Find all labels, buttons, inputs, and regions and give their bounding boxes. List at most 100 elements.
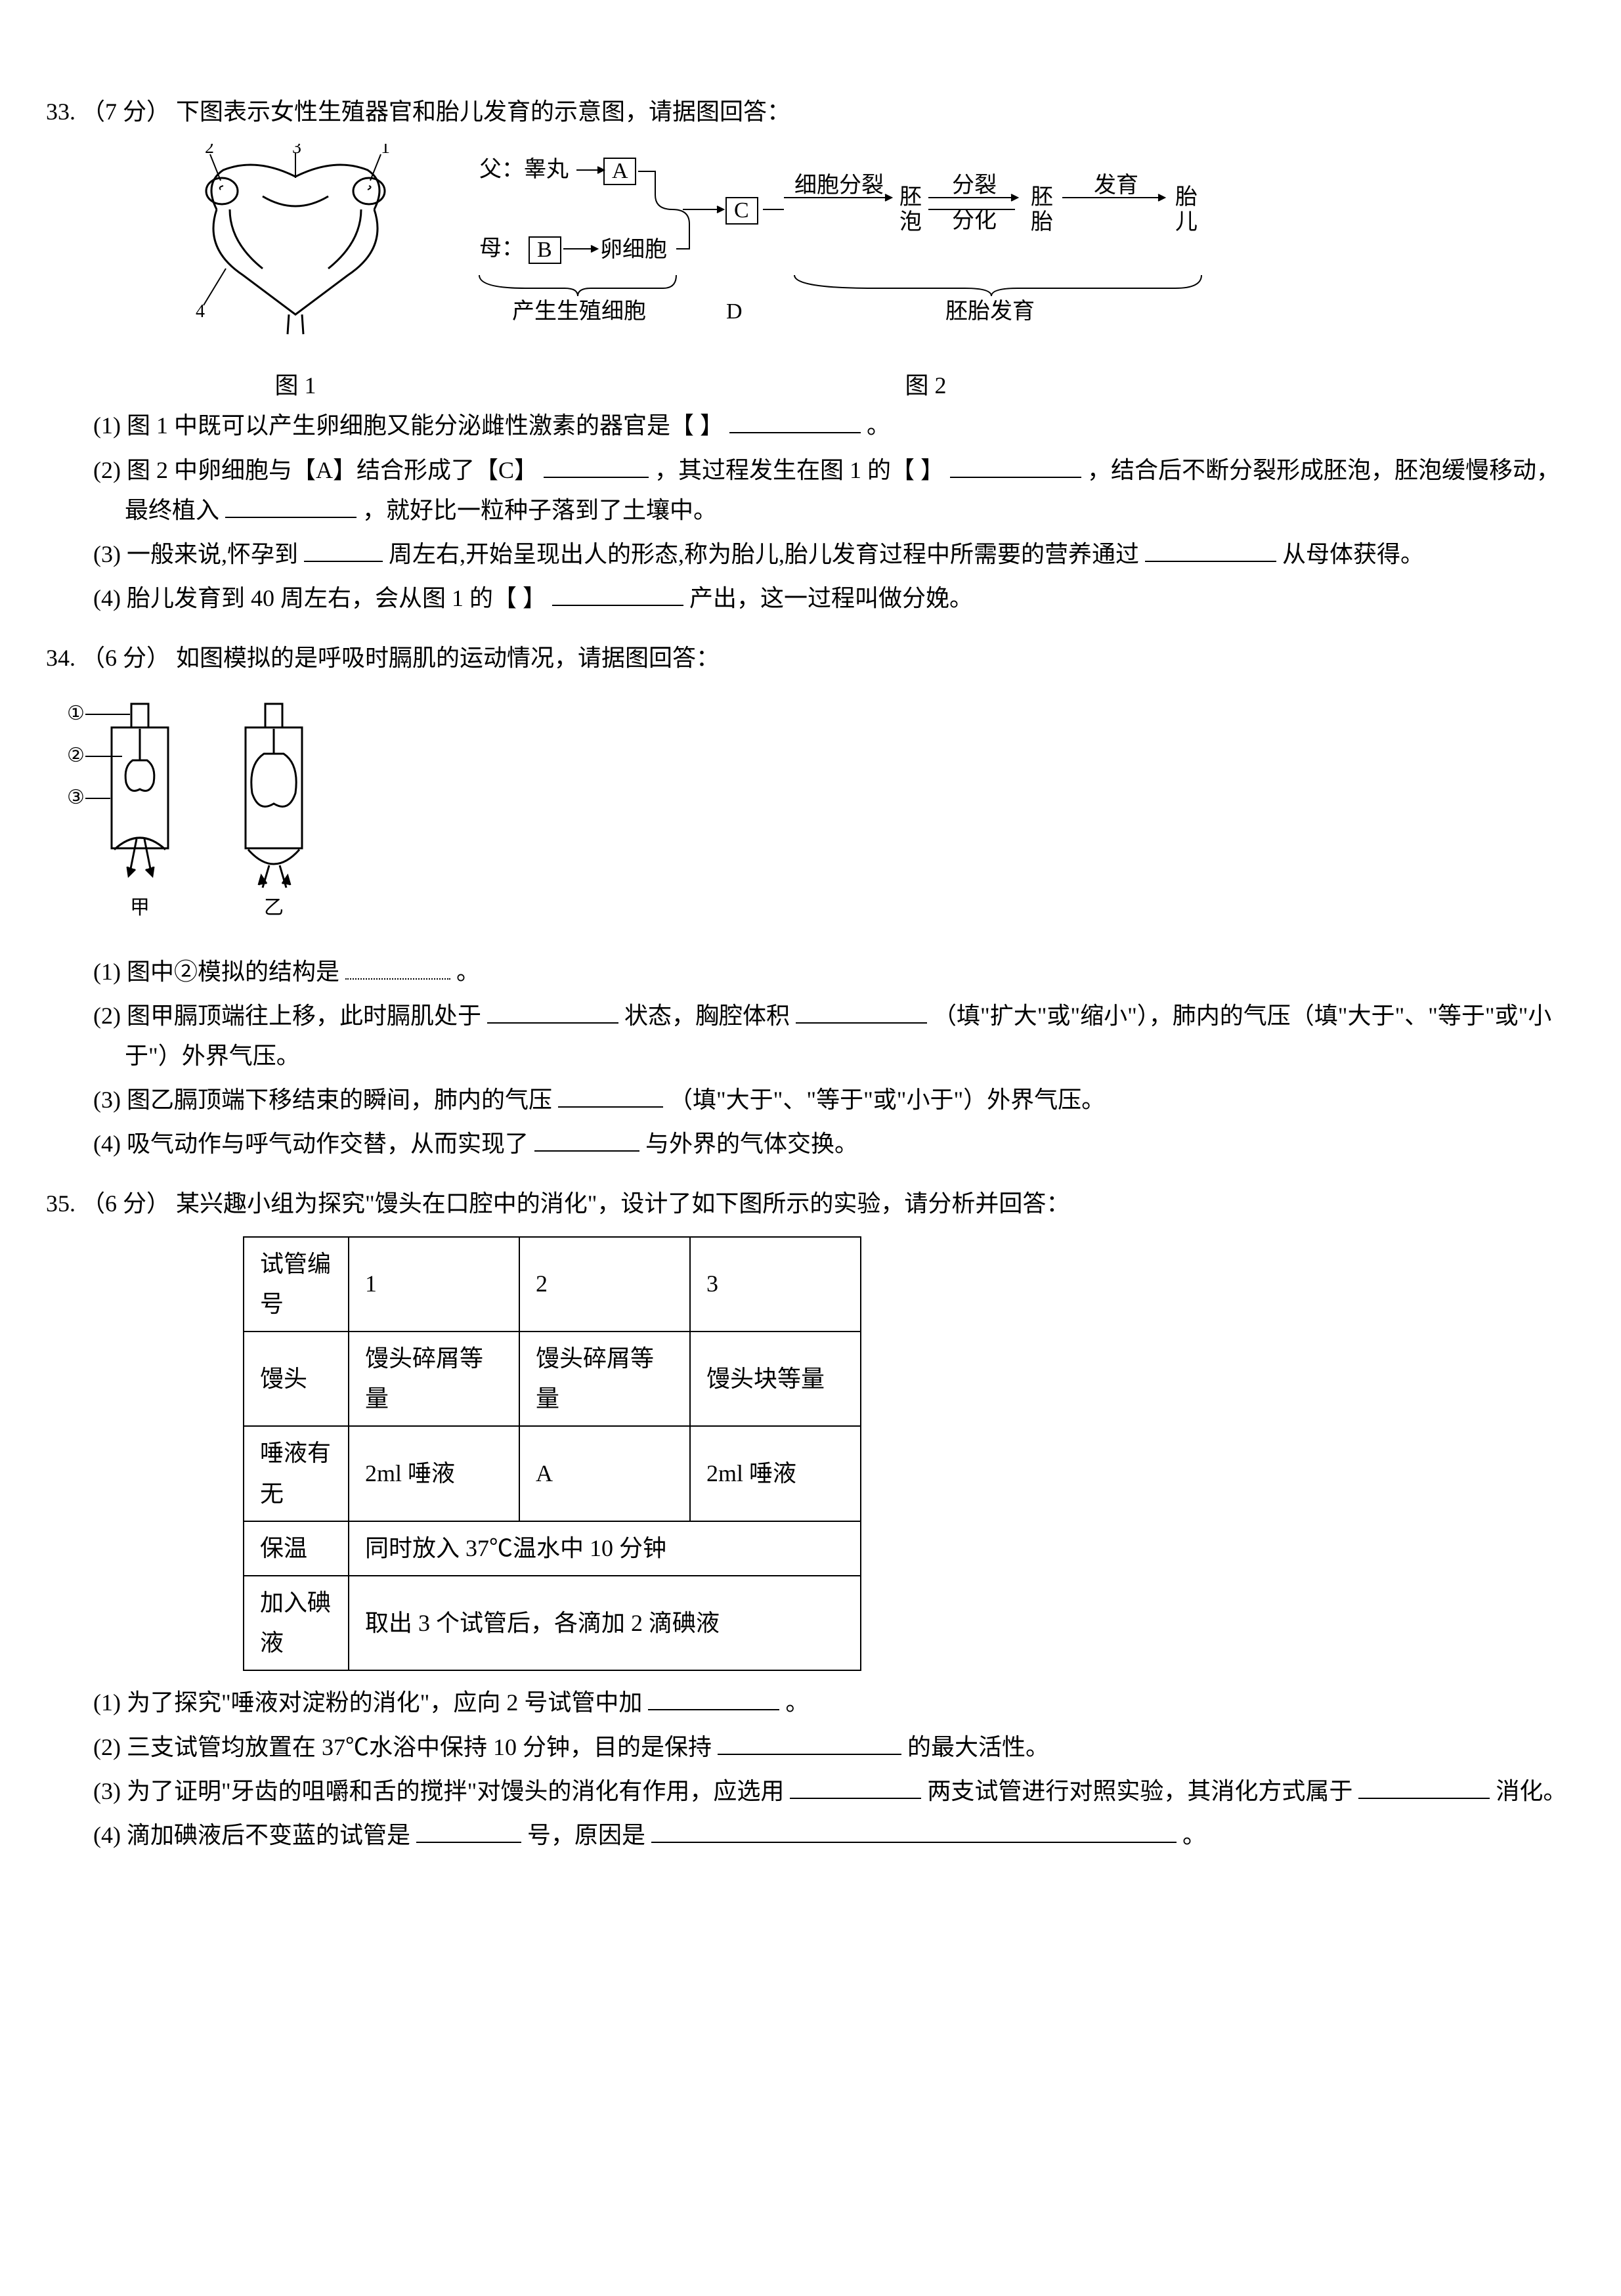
blank[interactable] — [729, 410, 861, 433]
q33-diagrams: 2 3 1 4 父：睾丸 母： A B 卵细胞 C 细胞分裂 胚 泡 分裂 分化 — [46, 144, 1575, 354]
f2-node1a: 胚 — [899, 185, 922, 209]
cell: 加入碘液 — [244, 1576, 349, 1670]
q33-fig-labels: 图 1 图 2 — [46, 366, 1575, 406]
cell: 2ml 唾液 — [690, 1426, 861, 1521]
q34-i1a: (1) 图中②模拟的结构是 — [93, 959, 339, 985]
q33-i3a: (3) 一般来说,怀孕到 — [93, 541, 298, 567]
q34-i2b: 状态，胸腔体积 — [624, 1003, 790, 1029]
q35-table: 试管编号 1 2 3 馒头 馒头碎屑等量 馒头碎屑等量 馒头块等量 唾液有无 2… — [243, 1236, 861, 1672]
question-35: 35. （6 分） 某兴趣小组为探究"馒头在口腔中的消化"，设计了如下图所示的实… — [46, 1184, 1575, 1855]
q33-number: 33. — [46, 98, 76, 125]
cell: 馒头碎屑等量 — [519, 1332, 690, 1426]
blank[interactable] — [558, 1084, 663, 1108]
table-row: 馒头 馒头碎屑等量 馒头碎屑等量 馒头块等量 — [244, 1332, 861, 1426]
cell: A — [519, 1426, 690, 1521]
blank[interactable] — [718, 1731, 901, 1755]
q33-i2b: ，其过程发生在图 1 的【 】 — [655, 457, 944, 483]
f2-brace2: 胚胎发育 — [945, 299, 1035, 324]
svg-text:3: 3 — [292, 144, 301, 158]
svg-text:2: 2 — [205, 144, 214, 158]
figure-2: 父：睾丸 母： A B 卵细胞 C 细胞分裂 胚 泡 分裂 分化 胚 胎 发育 … — [466, 144, 1320, 354]
f2-A: A — [612, 159, 628, 183]
blank[interactable] — [534, 1128, 639, 1152]
table-row: 试管编号 1 2 3 — [244, 1237, 861, 1332]
blank[interactable] — [1145, 538, 1276, 562]
svg-text:4: 4 — [196, 301, 205, 322]
q34-i2a: (2) 图甲膈顶端往上移，此时膈肌处于 — [93, 1003, 481, 1029]
cell: 馒头块等量 — [690, 1332, 861, 1426]
blank[interactable] — [1358, 1775, 1490, 1799]
q35-points: （6 分） — [81, 1190, 170, 1217]
svg-text:乙: 乙 — [264, 897, 284, 919]
q35-i1b: 。 — [785, 1689, 809, 1716]
q35-item1: (1) 为了探究"唾液对淀粉的消化"，应向 2 号试管中加 。 — [46, 1683, 1575, 1723]
svg-text:②: ② — [67, 745, 85, 766]
blank[interactable] — [796, 1000, 927, 1024]
q35-i4a: (4) 滴加碘液后不变蓝的试管是 — [93, 1822, 410, 1848]
q34-header: 34. （6 分） 如图模拟的是呼吸时膈肌的运动情况，请据图回答： — [46, 638, 1575, 678]
q33-i1-text: (1) 图 1 中既可以产生卵细胞又能分泌雌性激素的器官是【 】 — [93, 412, 724, 439]
q35-item4: (4) 滴加碘液后不变蓝的试管是 号，原因是 。 — [46, 1815, 1575, 1855]
q34-diagram: ① ② ③ 甲 乙 — [46, 691, 1575, 940]
q33-i2a: (2) 图 2 中卵细胞与【A】结合形成了【C】 — [93, 457, 538, 483]
cell: 3 — [690, 1237, 861, 1332]
blank[interactable] — [544, 454, 649, 478]
f2-arrow1: 细胞分裂 — [794, 173, 884, 198]
question-34: 34. （6 分） 如图模拟的是呼吸时膈肌的运动情况，请据图回答： — [46, 638, 1575, 1164]
svg-text:①: ① — [67, 703, 85, 724]
q34-stem: 如图模拟的是呼吸时膈肌的运动情况，请据图回答： — [176, 645, 720, 671]
q35-i3b: 两支试管进行对照实验，其消化方式属于 — [927, 1778, 1352, 1804]
cell: 馒头 — [244, 1332, 349, 1426]
q34-item2: (2) 图甲膈顶端往上移，此时膈肌处于 状态，胸腔体积 （填"扩大"或"缩小"）… — [46, 996, 1575, 1076]
table-row: 唾液有无 2ml 唾液 A 2ml 唾液 — [244, 1426, 861, 1521]
q33-i4a: (4) 胎儿发育到 40 周左右，会从图 1 的【 】 — [93, 585, 546, 611]
blank[interactable] — [416, 1819, 521, 1843]
q33-i3b: 周左右,开始呈现出人的形态,称为胎儿,胎儿发育过程中所需要的营养通过 — [389, 541, 1139, 567]
f2-father: 父：睾丸 — [479, 157, 569, 182]
q35-i4b: 号，原因是 — [527, 1822, 645, 1848]
cell: 试管编号 — [244, 1237, 349, 1332]
blank[interactable] — [487, 1000, 618, 1024]
q35-item2: (2) 三支试管均放置在 37℃水浴中保持 10 分钟，目的是保持 的最大活性。 — [46, 1727, 1575, 1767]
q35-number: 35. — [46, 1190, 76, 1217]
cell: 1 — [349, 1237, 519, 1332]
blank[interactable] — [790, 1775, 921, 1799]
f2-split-top: 分裂 — [952, 173, 997, 198]
blank[interactable] — [950, 454, 1081, 478]
table-row: 保温 同时放入 37℃温水中 10 分钟 — [244, 1521, 861, 1576]
fig2-label: 图 2 — [794, 366, 1057, 406]
blank[interactable] — [225, 494, 357, 518]
q33-item1: (1) 图 1 中既可以产生卵细胞又能分泌雌性激素的器官是【 】 。 — [46, 406, 1575, 446]
f2-mother: 母： — [479, 236, 524, 261]
q35-i3c: 消化。 — [1496, 1778, 1567, 1804]
f2-B: B — [537, 238, 552, 262]
q33-header: 33. （7 分） 下图表示女性生殖器官和胎儿发育的示意图，请据图回答： — [46, 92, 1575, 132]
blank[interactable] — [304, 538, 383, 562]
fig1-label: 图 1 — [164, 366, 427, 406]
q34-item3: (3) 图乙膈顶端下移结束的瞬间，肺内的气压 （填"大于"、"等于"或"小于"）… — [46, 1080, 1575, 1120]
q35-stem: 某兴趣小组为探究"馒头在口腔中的消化"，设计了如下图所示的实验，请分析并回答： — [176, 1190, 1070, 1217]
q33-item4: (4) 胎儿发育到 40 周左右，会从图 1 的【 】 产出，这一过程叫做分娩。 — [46, 578, 1575, 618]
q33-stem: 下图表示女性生殖器官和胎儿发育的示意图，请据图回答： — [176, 98, 790, 125]
blank[interactable] — [651, 1819, 1177, 1843]
q34-i4a: (4) 吸气动作与呼气动作交替，从而实现了 — [93, 1131, 529, 1157]
cell: 同时放入 37℃温水中 10 分钟 — [349, 1521, 861, 1576]
blank[interactable] — [552, 582, 683, 606]
q35-i2a: (2) 三支试管均放置在 37℃水浴中保持 10 分钟，目的是保持 — [93, 1734, 712, 1760]
blank[interactable] — [345, 956, 450, 980]
cell: 2 — [519, 1237, 690, 1332]
f2-split-bot: 分化 — [952, 208, 997, 233]
question-33: 33. （7 分） 下图表示女性生殖器官和胎儿发育的示意图，请据图回答： — [46, 92, 1575, 618]
figure-1: 2 3 1 4 — [164, 144, 427, 341]
f2-D: D — [726, 299, 743, 324]
q35-i1a: (1) 为了探究"唾液对淀粉的消化"，应向 2 号试管中加 — [93, 1689, 642, 1716]
q33-i1-end: 。 — [867, 412, 890, 439]
cell: 2ml 唾液 — [349, 1426, 519, 1521]
svg-text:甲: 甲 — [130, 897, 150, 919]
q34-item4: (4) 吸气动作与呼气动作交替，从而实现了 与外界的气体交换。 — [46, 1124, 1575, 1164]
f2-node3b: 儿 — [1175, 210, 1198, 234]
blank[interactable] — [648, 1687, 779, 1710]
svg-text:③: ③ — [67, 787, 85, 808]
q34-item1: (1) 图中②模拟的结构是 。 — [46, 952, 1575, 992]
q33-item2: (2) 图 2 中卵细胞与【A】结合形成了【C】 ，其过程发生在图 1 的【 】… — [46, 450, 1575, 531]
